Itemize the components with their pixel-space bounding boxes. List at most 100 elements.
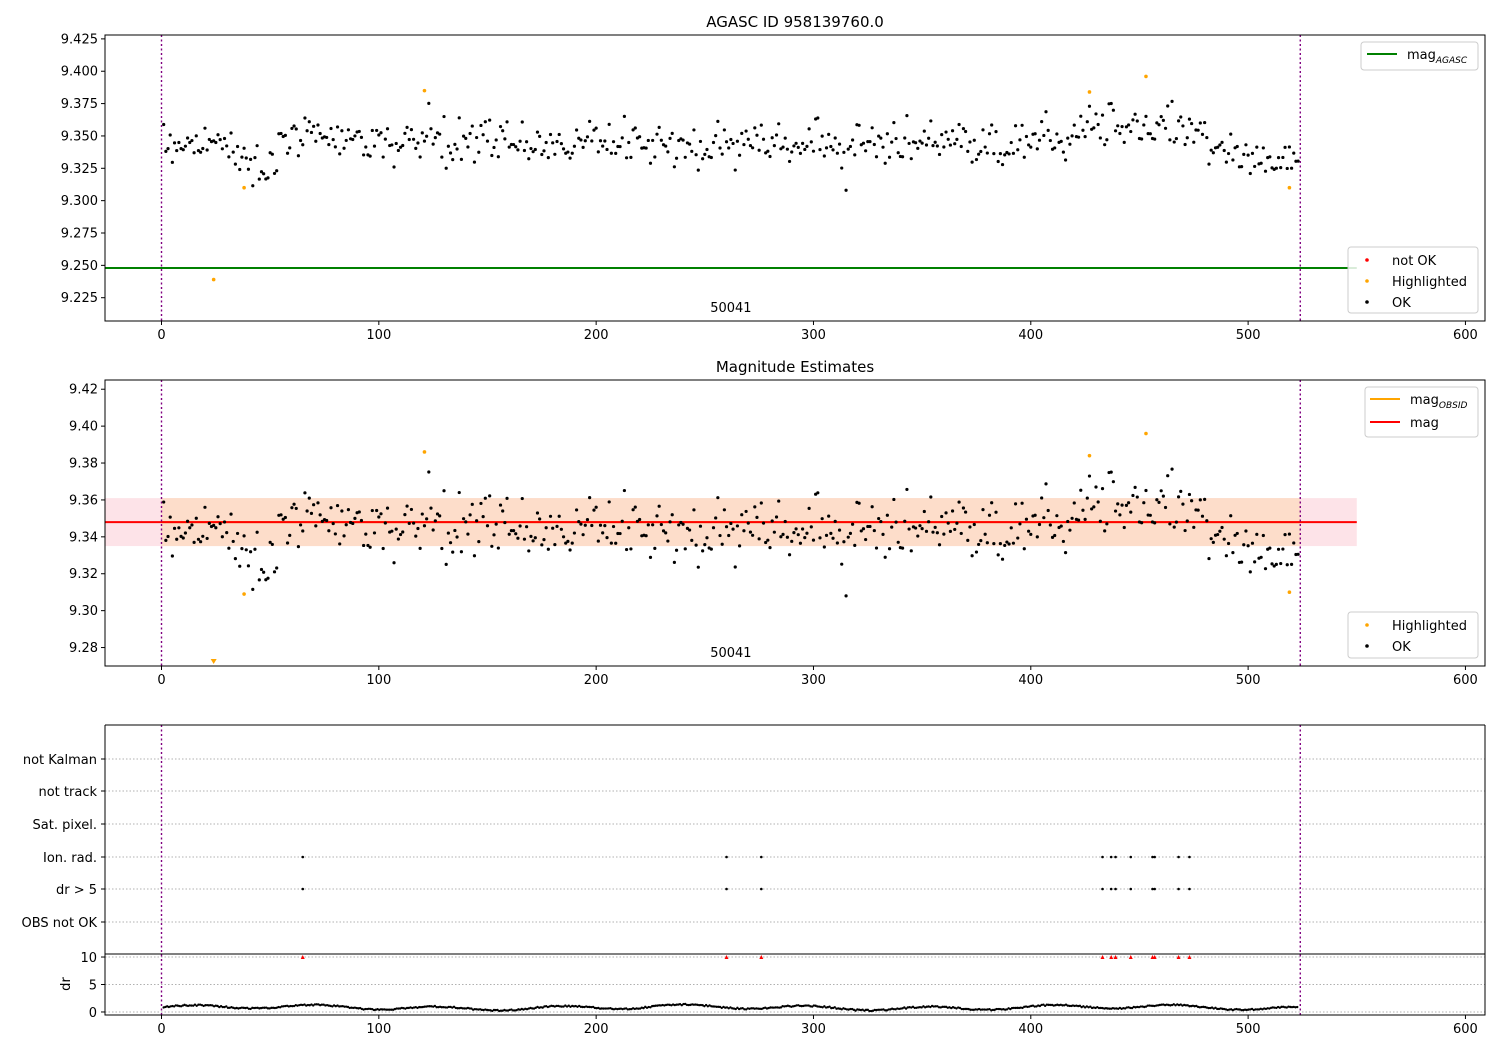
ok-point [1185, 519, 1189, 523]
dr-point [338, 1005, 341, 1008]
ok-point [927, 520, 931, 524]
y-tick-label: 9.36 [69, 493, 98, 508]
ok-point [909, 549, 913, 553]
x-tick-label: 600 [1453, 1022, 1478, 1037]
dr-point [280, 1005, 284, 1008]
ok-point [353, 134, 357, 138]
ok-point [1007, 542, 1011, 546]
ok-point [1253, 560, 1257, 564]
ok-point [511, 529, 516, 533]
flag-label: dr > 5 [56, 883, 97, 898]
ok-point [1140, 137, 1144, 141]
dr-point [1033, 1005, 1036, 1008]
ok-point [1009, 140, 1013, 145]
ok-point [1239, 165, 1244, 169]
dr-point [809, 1005, 812, 1008]
dr-point [251, 1006, 254, 1010]
ok-point [1192, 525, 1196, 529]
ok-point [259, 170, 264, 174]
ok-point [1098, 136, 1102, 140]
ok-point [235, 144, 240, 149]
ok-point [624, 156, 629, 160]
ok-point [305, 129, 309, 133]
flag-label: Ion. rad. [43, 851, 97, 866]
ok-point [503, 137, 507, 141]
ok-point [1205, 519, 1209, 523]
ok-point [370, 508, 374, 513]
ok-point [614, 541, 618, 545]
ok-point [170, 160, 174, 164]
dr-point [277, 1005, 280, 1009]
ok-point [1042, 133, 1046, 138]
ok-point [1268, 546, 1272, 550]
dr-point [1273, 1006, 1276, 1009]
ok-point [664, 531, 668, 535]
ok-point [857, 501, 861, 505]
ok-point [366, 543, 370, 548]
ok-point [827, 514, 831, 518]
ok-point [540, 152, 544, 157]
ok-point [270, 152, 274, 156]
ok-point [1129, 129, 1133, 134]
ok-point [963, 510, 968, 514]
ok-point [805, 531, 809, 535]
ok-point [618, 531, 622, 536]
ok-point [1063, 158, 1068, 162]
ok-point [1053, 146, 1057, 150]
ok-point [1118, 513, 1122, 517]
obsid-label: 50041 [710, 646, 751, 661]
ok-point [518, 524, 522, 528]
ok-point [398, 145, 403, 149]
ok-point [411, 137, 416, 141]
ok-point [1111, 108, 1115, 112]
ok-point [279, 513, 283, 517]
dr-point [178, 1004, 181, 1008]
dr-point [289, 1004, 292, 1008]
ok-point [1018, 138, 1022, 142]
ok-point [1122, 525, 1126, 530]
ok-point [416, 526, 420, 531]
ok-point [488, 494, 492, 498]
ok-point [1196, 128, 1200, 132]
ok-point [298, 138, 303, 143]
ok-point [229, 131, 233, 135]
ok-point [596, 150, 600, 154]
dr-point [485, 1008, 489, 1012]
ok-point [766, 149, 770, 153]
ok-point [483, 496, 487, 500]
dr-point [590, 1005, 593, 1009]
ok-point [998, 152, 1002, 156]
ok-point [479, 123, 483, 128]
flag-point [1114, 855, 1117, 859]
ok-point [466, 532, 470, 536]
ok-point [1281, 547, 1285, 551]
ok-point [218, 137, 222, 142]
dr-point [339, 1005, 343, 1008]
ok-point [440, 546, 444, 551]
ok-point [477, 150, 481, 154]
ok-point [881, 145, 885, 149]
ok-point [331, 137, 335, 142]
ok-point [983, 145, 987, 149]
ok-point [1255, 145, 1259, 149]
ok-point [218, 521, 222, 526]
ok-point [566, 150, 570, 154]
dr-point [1089, 1005, 1092, 1008]
ok-point [233, 162, 237, 166]
ok-point [392, 165, 396, 169]
dr-point [397, 1007, 400, 1010]
ok-point [824, 146, 829, 150]
ok-point [466, 145, 470, 149]
ok-point [1098, 519, 1102, 523]
dr-point [452, 1005, 456, 1008]
ok-point [342, 534, 346, 538]
ok-point [1133, 112, 1137, 116]
ok-point [338, 542, 342, 546]
ok-point [987, 513, 992, 517]
x-tick-label: 300 [801, 673, 826, 688]
ok-point [970, 160, 974, 164]
dr-point [1047, 1003, 1050, 1007]
ok-point [790, 150, 794, 154]
dr-point [617, 1007, 621, 1011]
dr-point [461, 1007, 464, 1010]
